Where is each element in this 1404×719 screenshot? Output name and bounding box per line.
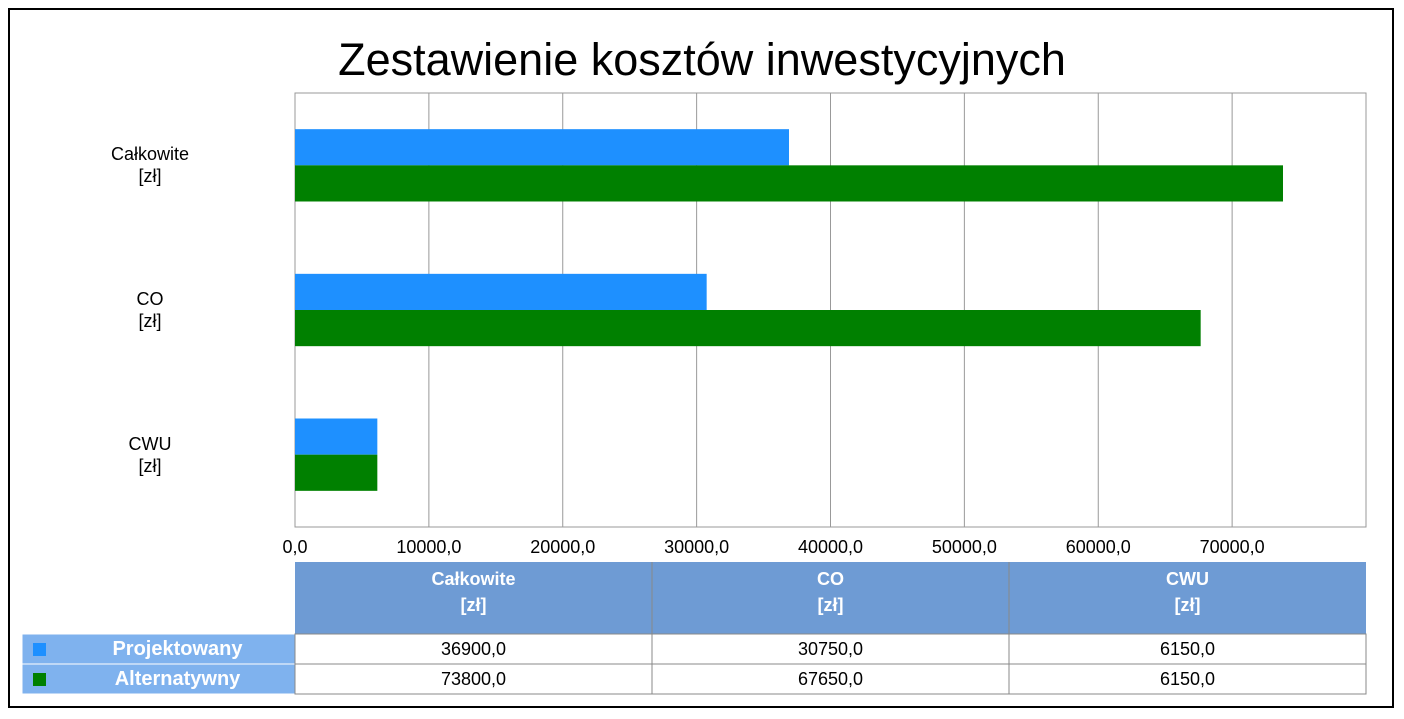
table-cell: 6150,0 [1159,639,1216,659]
table-border [294,633,1367,695]
y-tick-label: CWU [zł] [128,433,172,476]
table-cell: 6150,0 [1159,669,1216,689]
table-header-label: CWU [zł] [1166,569,1209,615]
bar [295,310,1201,347]
x-tick-label: 10000,0 [396,537,462,557]
table-cell: 67650,0 [797,669,864,689]
legend-label: Alternatywny [114,668,241,690]
chart-frame [8,8,1394,708]
x-tick-label: 0,0 [282,537,308,557]
x-tick-label: 60000,0 [1065,537,1131,557]
legend-swatch [33,673,46,686]
chart-title: Zestawienie kosztów inwestycyjnych [338,34,1066,85]
table-row-header [21,663,296,695]
table-cell: 73800,0 [440,669,507,689]
x-tick-label: 50000,0 [931,537,997,557]
bar [295,129,789,166]
table-header-label: CO [zł] [817,569,844,615]
x-tick-label: 30000,0 [664,537,730,557]
table-cell: 30750,0 [797,639,864,659]
bar [295,165,1283,202]
y-tick-label: Całkowite [zł] [110,144,190,187]
x-tick-label: 70000,0 [1199,537,1265,557]
x-tick-label: 40000,0 [797,537,864,557]
y-tick-label: CO [zł] [136,289,164,331]
legend-swatch [33,643,46,656]
x-tick-label: 20000,0 [530,537,596,557]
bar [295,454,378,491]
bar [295,273,707,310]
bar [295,418,378,455]
table-cell: 36900,0 [440,639,507,659]
table-header [295,562,1366,634]
legend-label: Projektowany [112,638,243,660]
table-header-label: Całkowite [zł] [431,569,516,615]
